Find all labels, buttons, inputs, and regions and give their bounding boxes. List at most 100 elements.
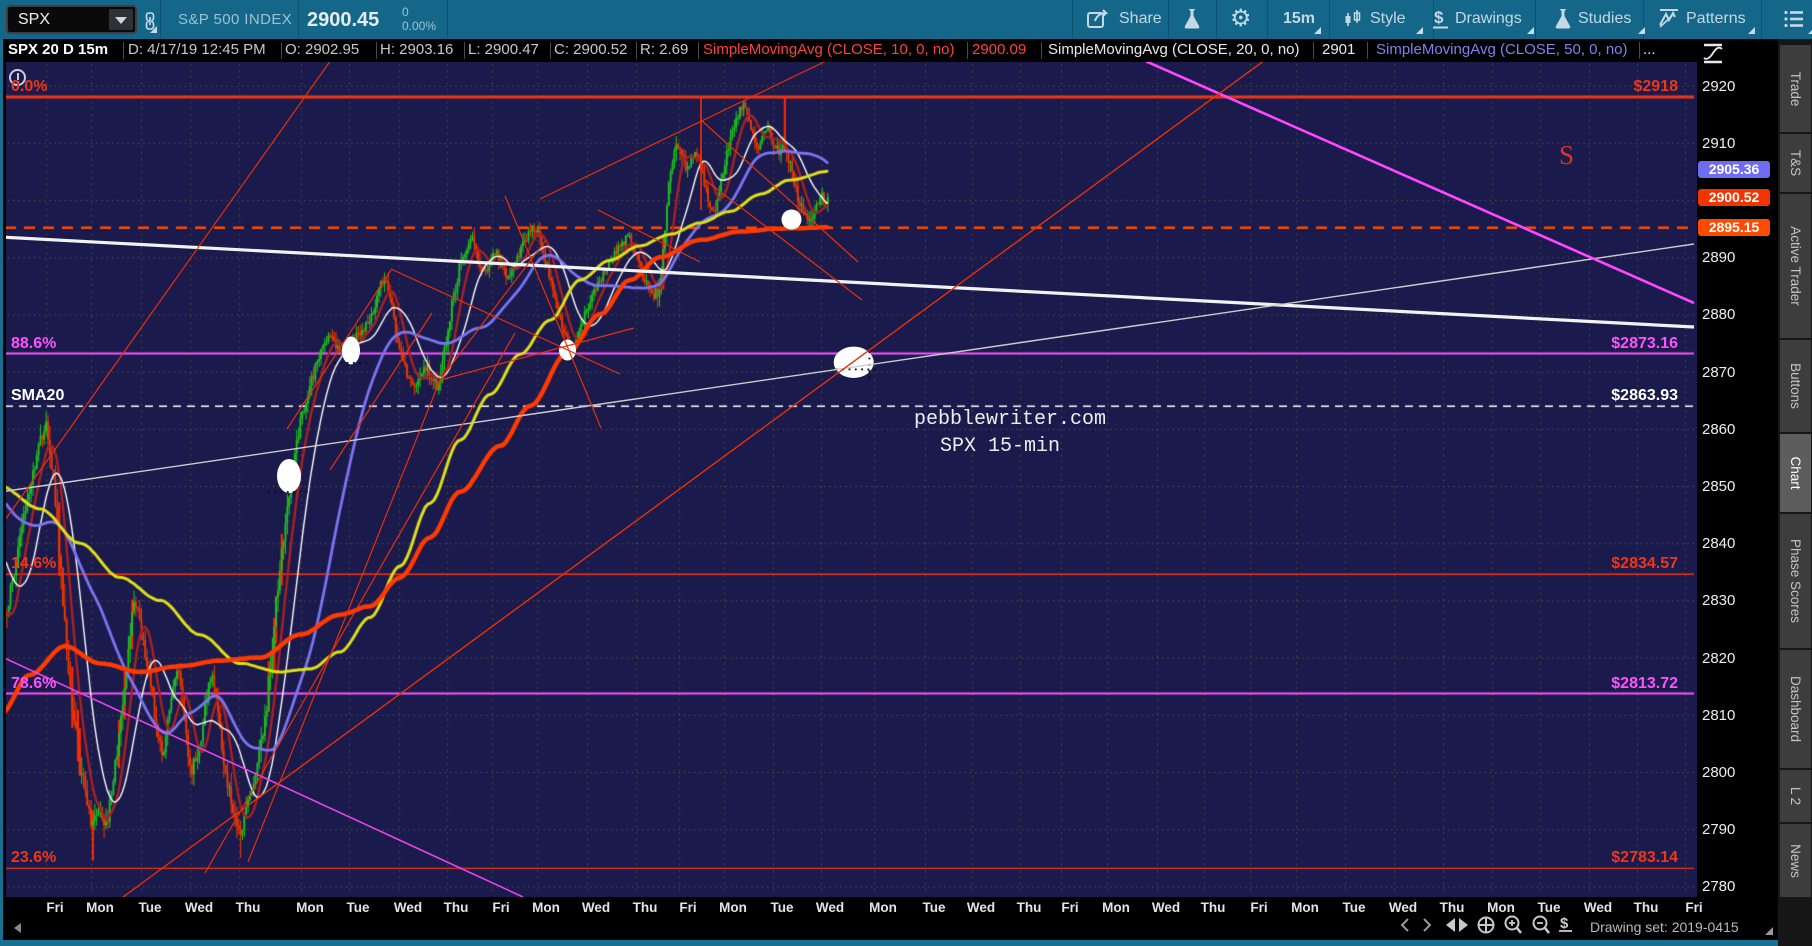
style-dropdown-indicator [1416, 27, 1423, 34]
svg-text:$: $ [1434, 8, 1444, 27]
side-tab-label: Chart [1788, 456, 1803, 490]
red-trendline-12[interactable] [700, 119, 859, 263]
side-tab-label: T&S [1788, 149, 1803, 177]
ellipse-marker-1[interactable] [277, 459, 301, 493]
red-trendline-5[interactable] [329, 312, 433, 471]
side-tab-phase-scores[interactable]: Phase Scores [1780, 514, 1811, 648]
price-tick: 2890 [1702, 249, 1736, 267]
drawing-anchor-dot [868, 376, 871, 379]
symbol-input[interactable]: SPX [6, 5, 137, 34]
side-tab-t-s[interactable]: T&S [1780, 134, 1811, 192]
chart-area[interactable]: 0.0% $2918 88.6% $2873.16 SMA20 $2863.93 14.6%… [0, 62, 1697, 897]
drawing-anchor-dot [334, 362, 336, 364]
side-tab-label: Active Trader [1788, 226, 1803, 306]
drawing-set-label[interactable]: Drawing set: 2019-0415 [1590, 919, 1739, 935]
side-tab-news[interactable]: News [1780, 824, 1811, 897]
level-label-left: 23.6% [11, 849, 57, 867]
dollar-tool-icon[interactable]: $ [1559, 915, 1572, 932]
day-label: Wed [393, 900, 423, 915]
zoom-in-icon[interactable] [1504, 915, 1523, 934]
share-icon [1087, 9, 1109, 28]
level-label-left: 88.6% [11, 334, 57, 352]
white-thick-trendline[interactable] [0, 235, 1695, 329]
zoom-out-icon[interactable] [1532, 915, 1551, 934]
red-trendline-2[interactable] [204, 332, 516, 874]
bottom-edge-strip [0, 940, 1778, 946]
magenta-trendline[interactable] [1143, 62, 1695, 305]
price-axis[interactable]: 2920291029002890288028702860285028402830… [1697, 39, 1778, 897]
red-trendline-9[interactable] [439, 327, 635, 381]
ellipse-marker-2[interactable] [342, 336, 360, 365]
legend-separator [636, 42, 637, 59]
level-label-right: $2834.57 [1611, 555, 1678, 573]
price-badge: 2895.15 [1698, 219, 1770, 237]
side-tab-chart[interactable]: Chart [1780, 434, 1811, 512]
price-tick: 2780 [1702, 878, 1736, 896]
ellipse-marker-4[interactable] [781, 209, 802, 230]
red-trendline-6[interactable] [390, 268, 621, 375]
red-trendline-10[interactable] [539, 62, 828, 200]
red-trendline-1[interactable] [122, 62, 1265, 897]
current-price: 2900.45 [307, 9, 380, 31]
red-trendline-4[interactable] [286, 269, 392, 430]
red-trendline-3[interactable] [247, 379, 441, 863]
legend-separator [376, 42, 377, 59]
watermark-line2: SPX 15-min [940, 435, 1061, 458]
price-tick: 2850 [1702, 478, 1736, 495]
red-trendline-13[interactable] [704, 179, 863, 301]
flask-icon [1184, 9, 1200, 29]
day-label: Mon [869, 900, 897, 915]
legend-separator [1639, 42, 1640, 59]
day-label: Thu [1439, 900, 1465, 915]
bottom-bar: Fri Mon Tue Wed Thu Mon Tue Wed Thu Fri Mon Wed Thu F… [0, 897, 1778, 940]
svg-text:$: $ [1560, 915, 1569, 932]
day-label: Wed [966, 900, 996, 915]
price-tick: 2800 [1702, 764, 1736, 781]
chart-mode-icon[interactable] [1702, 42, 1724, 64]
side-tab-label: Dashboard [1788, 675, 1803, 743]
drawing-anchor-dot [280, 491, 283, 493]
studies-flask-icon [1555, 9, 1571, 29]
red-trendline-8[interactable] [439, 239, 547, 381]
side-tab-trade[interactable]: Trade [1780, 45, 1811, 132]
legend-segment: D: 4/17/19 12:45 PM [128, 41, 266, 58]
patterns-icon [1659, 9, 1678, 28]
side-tab-dashboard[interactable]: Dashboard [1780, 650, 1811, 768]
red-trendline-7[interactable] [504, 195, 602, 429]
side-tab-buttons[interactable]: Buttons [1780, 340, 1811, 432]
day-label: Thu [1016, 900, 1042, 915]
toolbar-divider [1168, 0, 1169, 39]
drawing-anchor-dot [854, 368, 857, 371]
day-label: Thu [632, 900, 658, 915]
legend-separator [1313, 42, 1314, 59]
menu-dropdown-indicator [1808, 27, 1812, 34]
side-tab-l-2[interactable]: L 2 [1780, 770, 1811, 822]
legend-segment: ... [1643, 41, 1656, 58]
crosshair-icon[interactable] [1477, 916, 1495, 934]
level-label-left: 0.0% [11, 78, 48, 96]
day-label: Wed [1388, 900, 1418, 915]
magenta-thin-trendline[interactable] [0, 655, 524, 897]
drawing-anchor-dot [861, 368, 863, 371]
left-edge-strip [0, 39, 3, 940]
price-tick: 2910 [1702, 134, 1736, 152]
red-trendline-11[interactable] [597, 209, 701, 263]
day-label: Thu [1633, 900, 1659, 915]
drawing-anchor-dot [867, 368, 870, 371]
gray-thin-trendline[interactable] [0, 243, 1695, 493]
pan-horizontal-icon[interactable] [1446, 918, 1468, 932]
day-label: Thu [1200, 900, 1226, 915]
side-tab-active-trader[interactable]: Active Trader [1780, 194, 1811, 338]
red-trendline-14[interactable] [0, 62, 331, 528]
side-tab-label: Buttons [1788, 363, 1803, 409]
scroll-left-icon[interactable] [14, 923, 21, 933]
alert-icon[interactable] [9, 69, 26, 86]
step-back-icon[interactable] [1400, 918, 1409, 932]
legend-separator [281, 42, 282, 59]
legend-separator [1367, 42, 1368, 59]
toolbar-divider [1267, 0, 1268, 39]
change-percent: 0.00% [402, 19, 437, 33]
step-forward-icon[interactable] [1423, 918, 1432, 932]
symbol-dropdown-button[interactable] [109, 9, 133, 30]
day-label: Mon [532, 900, 560, 915]
